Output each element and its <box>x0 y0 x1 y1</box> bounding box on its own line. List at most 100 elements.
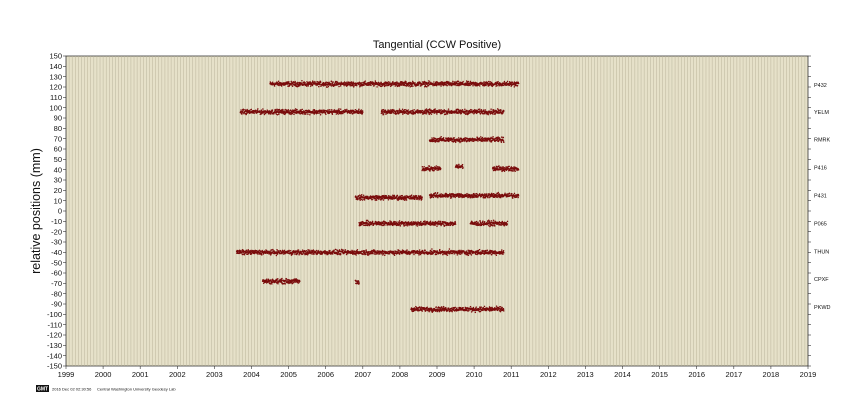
data-point <box>412 85 414 87</box>
data-point <box>276 108 278 110</box>
data-point <box>430 113 433 115</box>
data-point <box>256 109 259 111</box>
data-point <box>338 108 340 110</box>
data-point <box>443 224 446 227</box>
data-point <box>487 113 490 116</box>
data-point <box>461 109 464 111</box>
data-point <box>373 84 375 87</box>
data-point <box>288 250 291 252</box>
data-point <box>429 220 432 222</box>
data-point <box>296 252 299 255</box>
data-point <box>329 108 331 111</box>
data-point <box>328 81 330 84</box>
data-point <box>508 165 510 168</box>
data-point <box>297 81 299 84</box>
data-point <box>361 112 364 115</box>
data-point <box>353 85 355 87</box>
data-point <box>282 109 284 111</box>
data-point <box>301 108 303 111</box>
data-point <box>436 192 439 194</box>
data-point <box>264 112 267 115</box>
data-point <box>433 81 435 83</box>
data-point <box>497 81 499 83</box>
data-point <box>511 193 513 195</box>
data-point <box>403 108 406 111</box>
data-point <box>325 81 327 83</box>
data-point <box>284 108 286 111</box>
data-point <box>475 220 478 223</box>
data-point <box>276 114 279 116</box>
data-point <box>482 220 484 222</box>
data-point <box>485 84 487 86</box>
data-point <box>467 80 470 83</box>
data-point <box>245 113 248 116</box>
data-point <box>240 109 242 111</box>
data-point <box>360 109 363 111</box>
data-point <box>253 112 255 114</box>
data-point <box>327 109 329 111</box>
data-point <box>421 196 423 198</box>
data-point <box>261 249 263 252</box>
data-point <box>425 86 428 88</box>
data-point <box>290 84 293 86</box>
data-point <box>436 113 438 115</box>
data-point <box>407 109 409 111</box>
data-point <box>299 84 301 87</box>
data-point <box>318 85 320 88</box>
data-point <box>297 249 300 251</box>
data-point <box>387 81 390 83</box>
data-point <box>504 166 506 169</box>
data-point <box>362 194 365 197</box>
data-point <box>500 109 502 112</box>
data-point <box>506 223 509 225</box>
data-point <box>337 113 340 115</box>
data-point <box>270 111 273 114</box>
data-point <box>292 253 294 255</box>
data-point <box>393 194 396 197</box>
data-point <box>287 110 289 112</box>
data-point <box>355 254 357 256</box>
data-point <box>342 112 344 115</box>
data-point <box>344 249 347 251</box>
data-point <box>410 194 413 196</box>
data-point <box>484 109 486 111</box>
data-point <box>311 84 314 87</box>
data-point <box>517 169 520 171</box>
data-point <box>475 84 477 87</box>
data-point <box>240 110 242 113</box>
data-point <box>427 81 430 84</box>
data-point <box>427 84 430 87</box>
data-point <box>384 224 386 226</box>
data-point <box>477 140 479 142</box>
data-point <box>446 84 448 87</box>
data-point <box>278 81 281 84</box>
data-point <box>301 80 303 82</box>
data-point <box>440 136 442 138</box>
data-point <box>309 113 311 116</box>
data-point <box>288 81 290 83</box>
data-point <box>510 166 513 168</box>
data-point <box>361 110 364 112</box>
data-point <box>428 113 430 116</box>
data-point <box>489 80 491 83</box>
data-point <box>469 84 471 87</box>
data-point <box>240 249 242 252</box>
data-point <box>364 197 366 200</box>
data-point <box>454 196 456 199</box>
data-point <box>273 85 276 87</box>
data-point <box>358 108 360 111</box>
data-point <box>330 80 333 83</box>
data-point <box>420 220 422 223</box>
data-point <box>363 199 366 201</box>
data-point <box>362 253 364 256</box>
data-point <box>290 80 292 83</box>
data-point <box>494 225 496 227</box>
data-point <box>505 81 508 84</box>
data-point <box>471 109 473 111</box>
data-point <box>443 111 445 114</box>
data-point <box>293 113 295 115</box>
data-point <box>382 113 385 116</box>
data-point <box>307 85 310 87</box>
data-point <box>356 84 358 87</box>
data-point <box>492 219 495 222</box>
